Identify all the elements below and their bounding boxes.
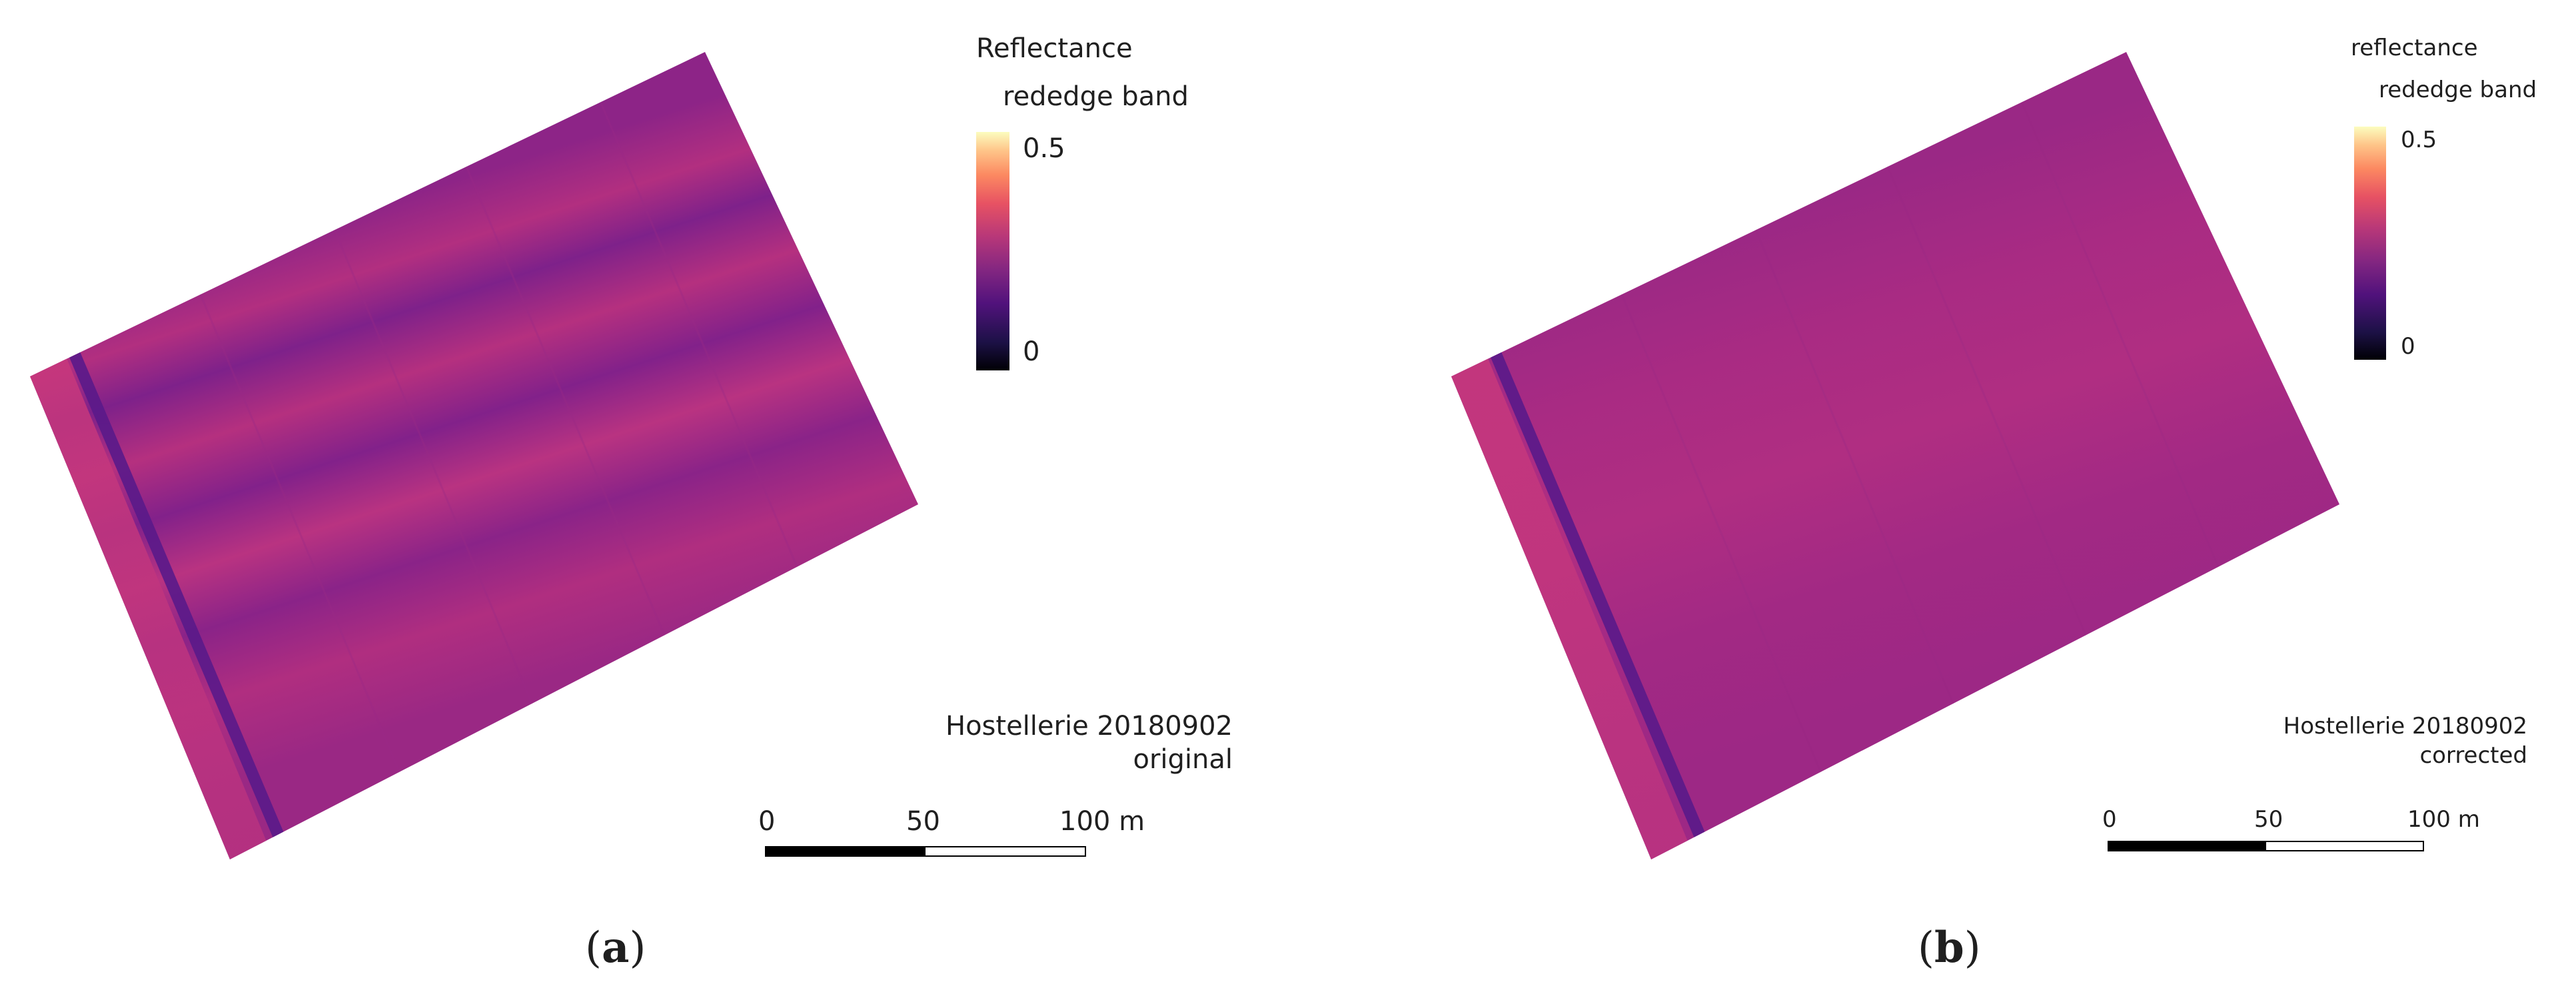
scale-bar (765, 846, 1086, 857)
panel-a: Reflectance rededge band 0.5 0 Hosteller… (30, 33, 1233, 973)
panel-label: (b) (1918, 923, 1981, 973)
scale-tick-100: 100 m (2407, 806, 2480, 833)
track-line (1490, 352, 1706, 838)
panel-b: reflectance rededge band 0.5 0 Hosteller… (1421, 0, 2576, 1004)
track-line (69, 352, 285, 838)
scale-bar (2108, 841, 2424, 851)
legend-title: reflectance (2351, 35, 2478, 61)
scale-tick-50: 50 (906, 806, 940, 837)
scale-tick-50: 50 (2254, 806, 2283, 833)
colorbar-max-label: 0.5 (2401, 127, 2437, 153)
site-caption: Hostellerie 20180902 original (900, 710, 1233, 776)
colorbar (976, 132, 1009, 370)
colorbar (2354, 127, 2386, 360)
panel-label: (a) (585, 923, 646, 973)
colorbar-min-label: 0 (2401, 333, 2415, 360)
site-name: Hostellerie 20180902 (946, 711, 1233, 742)
colorbar-max-label: 0.5 (1023, 133, 1065, 164)
version-label: corrected (2419, 742, 2527, 769)
site-caption: Hostellerie 20180902 corrected (2208, 712, 2527, 770)
reflectance-map-corrected (1451, 52, 2339, 859)
colorbar-min-label: 0 (1023, 336, 1040, 367)
scale-tick-0: 0 (2102, 806, 2117, 833)
legend-title: Reflectance (976, 33, 1133, 64)
site-name: Hostellerie 20180902 (2283, 713, 2527, 740)
field-raster (1451, 52, 2339, 859)
version-label: original (1133, 744, 1233, 775)
legend-subtitle: rededge band (2379, 77, 2537, 103)
legend-subtitle: rededge band (1003, 81, 1189, 112)
scale-tick-100: 100 m (1059, 806, 1145, 837)
reflectance-map-original (30, 52, 918, 859)
scale-tick-0: 0 (758, 806, 776, 837)
field-raster (30, 52, 918, 859)
